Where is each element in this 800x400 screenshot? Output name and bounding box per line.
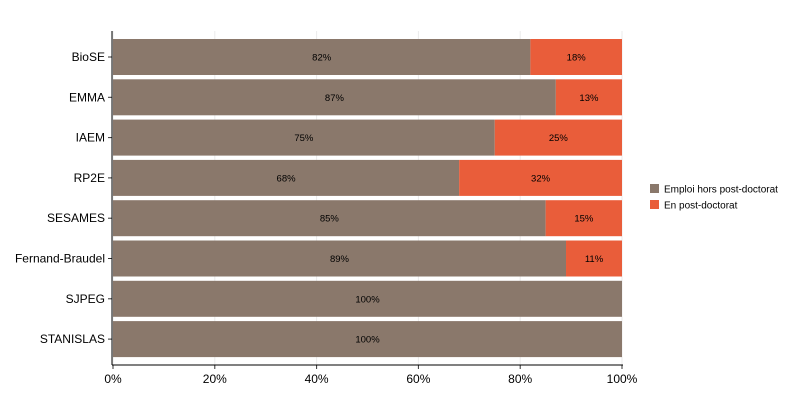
data-label: 15% bbox=[574, 214, 594, 225]
bar-segment bbox=[113, 119, 495, 156]
data-label: 82% bbox=[312, 53, 332, 64]
data-label: 11% bbox=[585, 254, 604, 265]
y-tick-label: SJPEG bbox=[66, 292, 105, 306]
y-tick-label: IAEM bbox=[76, 131, 105, 145]
x-tick-label: 60% bbox=[406, 372, 430, 386]
x-tick-label: 100% bbox=[607, 372, 638, 386]
bar-segment bbox=[566, 240, 622, 277]
y-tick-label: SESAMES bbox=[47, 211, 105, 225]
data-label: 85% bbox=[320, 214, 340, 225]
data-label: 100% bbox=[355, 294, 380, 305]
bar-segment bbox=[113, 240, 567, 277]
x-tick-label: 80% bbox=[508, 372, 532, 386]
data-label: 32% bbox=[531, 173, 551, 184]
x-tick-label: 20% bbox=[203, 372, 227, 386]
bar-segment bbox=[113, 159, 460, 196]
legend-label: En post-doctorat bbox=[664, 201, 738, 212]
data-label: 18% bbox=[567, 53, 587, 64]
bar-segment bbox=[530, 39, 622, 75]
bar-segment bbox=[459, 159, 622, 196]
data-label: 100% bbox=[355, 335, 380, 346]
x-tick-label: 0% bbox=[104, 372, 122, 386]
data-label: 68% bbox=[277, 173, 297, 184]
legend-swatch bbox=[650, 200, 659, 209]
data-label: 89% bbox=[330, 254, 350, 265]
bar-segment bbox=[113, 321, 622, 358]
bar-segment bbox=[113, 200, 546, 237]
bar-segment bbox=[494, 119, 622, 156]
bar-segment bbox=[555, 79, 622, 116]
legend-swatch bbox=[650, 184, 659, 193]
x-tick-label: 40% bbox=[305, 372, 329, 386]
legend-label: Emploi hors post-doctorat bbox=[664, 185, 778, 196]
bar-segment bbox=[113, 280, 622, 317]
y-tick-label: EMMA bbox=[69, 90, 105, 104]
bar-segment bbox=[113, 79, 556, 116]
data-label: 25% bbox=[549, 133, 569, 144]
data-label: 75% bbox=[294, 133, 314, 144]
data-label: 13% bbox=[579, 93, 599, 104]
bar-segment bbox=[545, 200, 622, 237]
y-tick-label: Fernand-Braudel bbox=[15, 252, 105, 266]
bar-segment bbox=[113, 39, 531, 75]
y-tick-label: STANISLAS bbox=[40, 332, 105, 346]
y-tick-label: BioSE bbox=[72, 50, 105, 64]
y-tick-label: RP2E bbox=[74, 171, 105, 185]
data-label: 87% bbox=[325, 93, 345, 104]
